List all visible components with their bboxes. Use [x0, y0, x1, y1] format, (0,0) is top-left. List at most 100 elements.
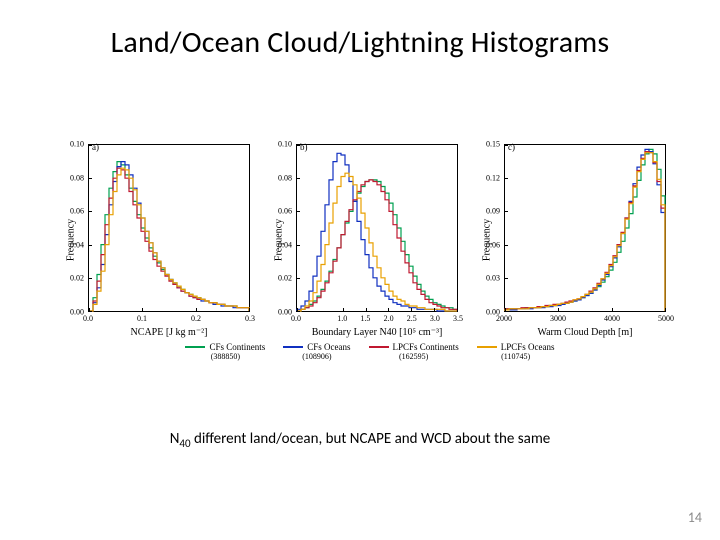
xtick-label: 3.5 — [453, 314, 463, 323]
ytick-mark — [296, 245, 300, 246]
panel-c-svg — [505, 145, 665, 311]
legend-swatch — [185, 346, 205, 348]
legend-item: LPCFs Continents(162595) — [369, 342, 459, 361]
xtick-mark — [505, 308, 506, 312]
xtick-mark — [89, 308, 90, 312]
slide-title: Land/Ocean Cloud/Lightning Histograms — [0, 24, 720, 61]
xtick-mark — [249, 308, 250, 312]
xtick-mark — [142, 308, 143, 312]
caption-prefix: N — [170, 430, 180, 448]
caption: N40 different land/ocean, but NCAPE and … — [0, 430, 720, 450]
legend-item: LPCFs Oceans(110745) — [477, 342, 555, 361]
panel-a-yticks: 0.000.020.040.060.080.10 — [50, 144, 86, 312]
ytick-label: 0.08 — [278, 173, 292, 182]
ytick-label: 0.08 — [70, 173, 84, 182]
xtick-label: 0.0 — [291, 314, 301, 323]
series-step — [297, 153, 457, 311]
xtick-label: 1.5 — [360, 314, 370, 323]
ytick-mark — [88, 245, 92, 246]
ytick-label: 0.04 — [278, 240, 292, 249]
ytick-label: 0.10 — [70, 140, 84, 149]
xtick-label: 3000 — [550, 314, 566, 323]
xtick-mark — [665, 308, 666, 312]
xtick-mark — [366, 308, 367, 312]
legend-label: CFs Oceans — [307, 342, 350, 352]
xtick-mark — [612, 308, 613, 312]
panel-b: b) Frequency 0.000.020.040.060.080.10 0.… — [258, 140, 462, 340]
panel-a-plot — [88, 144, 250, 312]
ytick-label: 0.02 — [70, 274, 84, 283]
xtick-label: 0.2 — [191, 314, 201, 323]
ytick-label: 0.06 — [486, 240, 500, 249]
page-number: 14 — [688, 509, 702, 526]
series-step — [89, 168, 249, 311]
ytick-mark — [88, 278, 92, 279]
panel-b-yticks: 0.000.020.040.060.080.10 — [258, 144, 294, 312]
ytick-mark — [296, 178, 300, 179]
ytick-mark — [504, 145, 508, 146]
ytick-mark — [88, 178, 92, 179]
xtick-mark — [457, 308, 458, 312]
panel-c-xticks: 2000300040005000 — [504, 314, 666, 326]
xtick-mark — [343, 308, 344, 312]
xtick-label: 0.1 — [137, 314, 147, 323]
ytick-mark — [88, 211, 92, 212]
legend-count: (162595) — [399, 352, 428, 361]
xtick-mark — [297, 308, 298, 312]
legend-swatch — [369, 346, 389, 348]
panel-b-svg — [297, 145, 457, 311]
xtick-mark — [558, 308, 559, 312]
panel-a-xticks: 0.00.10.20.3 — [88, 314, 250, 326]
panel-c-yticks: 0.000.030.060.090.120.15 — [466, 144, 502, 312]
xtick-label: 1.0 — [337, 314, 347, 323]
xtick-label: 2000 — [496, 314, 512, 323]
xtick-label: 5000 — [658, 314, 674, 323]
xtick-mark — [388, 308, 389, 312]
ytick-label: 0.06 — [70, 207, 84, 216]
legend-swatch — [477, 346, 497, 348]
caption-rest: different land/ocean, but NCAPE and WCD … — [191, 430, 551, 448]
ytick-label: 0.00 — [278, 308, 292, 317]
ytick-label: 0.06 — [278, 207, 292, 216]
legend-label: LPCFs Oceans — [501, 342, 555, 352]
legend: CFs Continents(388850)CFs Oceans(108906)… — [90, 342, 650, 361]
ytick-label: 0.09 — [486, 207, 500, 216]
legend-swatch — [283, 346, 303, 348]
panel-a-svg — [89, 145, 249, 311]
legend-item: CFs Continents(388850) — [185, 342, 265, 361]
legend-count: (110745) — [501, 352, 530, 361]
xtick-label: 2.0 — [384, 314, 394, 323]
xtick-mark — [196, 308, 197, 312]
panel-a-xlabel: NCAPE [J kg m⁻²] — [88, 327, 250, 338]
ytick-mark — [296, 278, 300, 279]
panel-b-xticks: 0.01.01.52.02.53.03.5 — [296, 314, 458, 326]
panels-row: a) Frequency 0.000.020.040.060.080.10 0.… — [50, 140, 670, 370]
legend-count: (388850) — [211, 352, 240, 361]
ytick-mark — [504, 278, 508, 279]
panel-b-xlabel: Boundary Layer N40 [10⁵ cm⁻³] — [296, 327, 458, 338]
xtick-label: 3.0 — [430, 314, 440, 323]
ytick-label: 0.00 — [70, 308, 84, 317]
ytick-label: 0.15 — [486, 140, 500, 149]
series-step — [505, 149, 665, 311]
xtick-label: 2.5 — [407, 314, 417, 323]
ytick-mark — [504, 211, 508, 212]
panel-c-xlabel: Warm Cloud Depth [m] — [504, 327, 666, 338]
panel-b-plot — [296, 144, 458, 312]
ytick-mark — [504, 245, 508, 246]
panel-c-plot — [504, 144, 666, 312]
xtick-label: 0.0 — [83, 314, 93, 323]
ytick-label: 0.02 — [278, 274, 292, 283]
ytick-mark — [504, 178, 508, 179]
legend-label: LPCFs Continents — [393, 342, 459, 352]
slide: Land/Ocean Cloud/Lightning Histograms a)… — [0, 0, 720, 540]
xtick-mark — [411, 308, 412, 312]
caption-sub: 40 — [179, 437, 190, 450]
xtick-label: 4000 — [604, 314, 620, 323]
panel-a: a) Frequency 0.000.020.040.060.080.10 0.… — [50, 140, 254, 340]
panel-c: c) Frequency 0.000.030.060.090.120.15 20… — [466, 140, 670, 340]
ytick-mark — [296, 211, 300, 212]
ytick-label: 0.12 — [486, 173, 500, 182]
xtick-mark — [434, 308, 435, 312]
ytick-mark — [296, 145, 300, 146]
